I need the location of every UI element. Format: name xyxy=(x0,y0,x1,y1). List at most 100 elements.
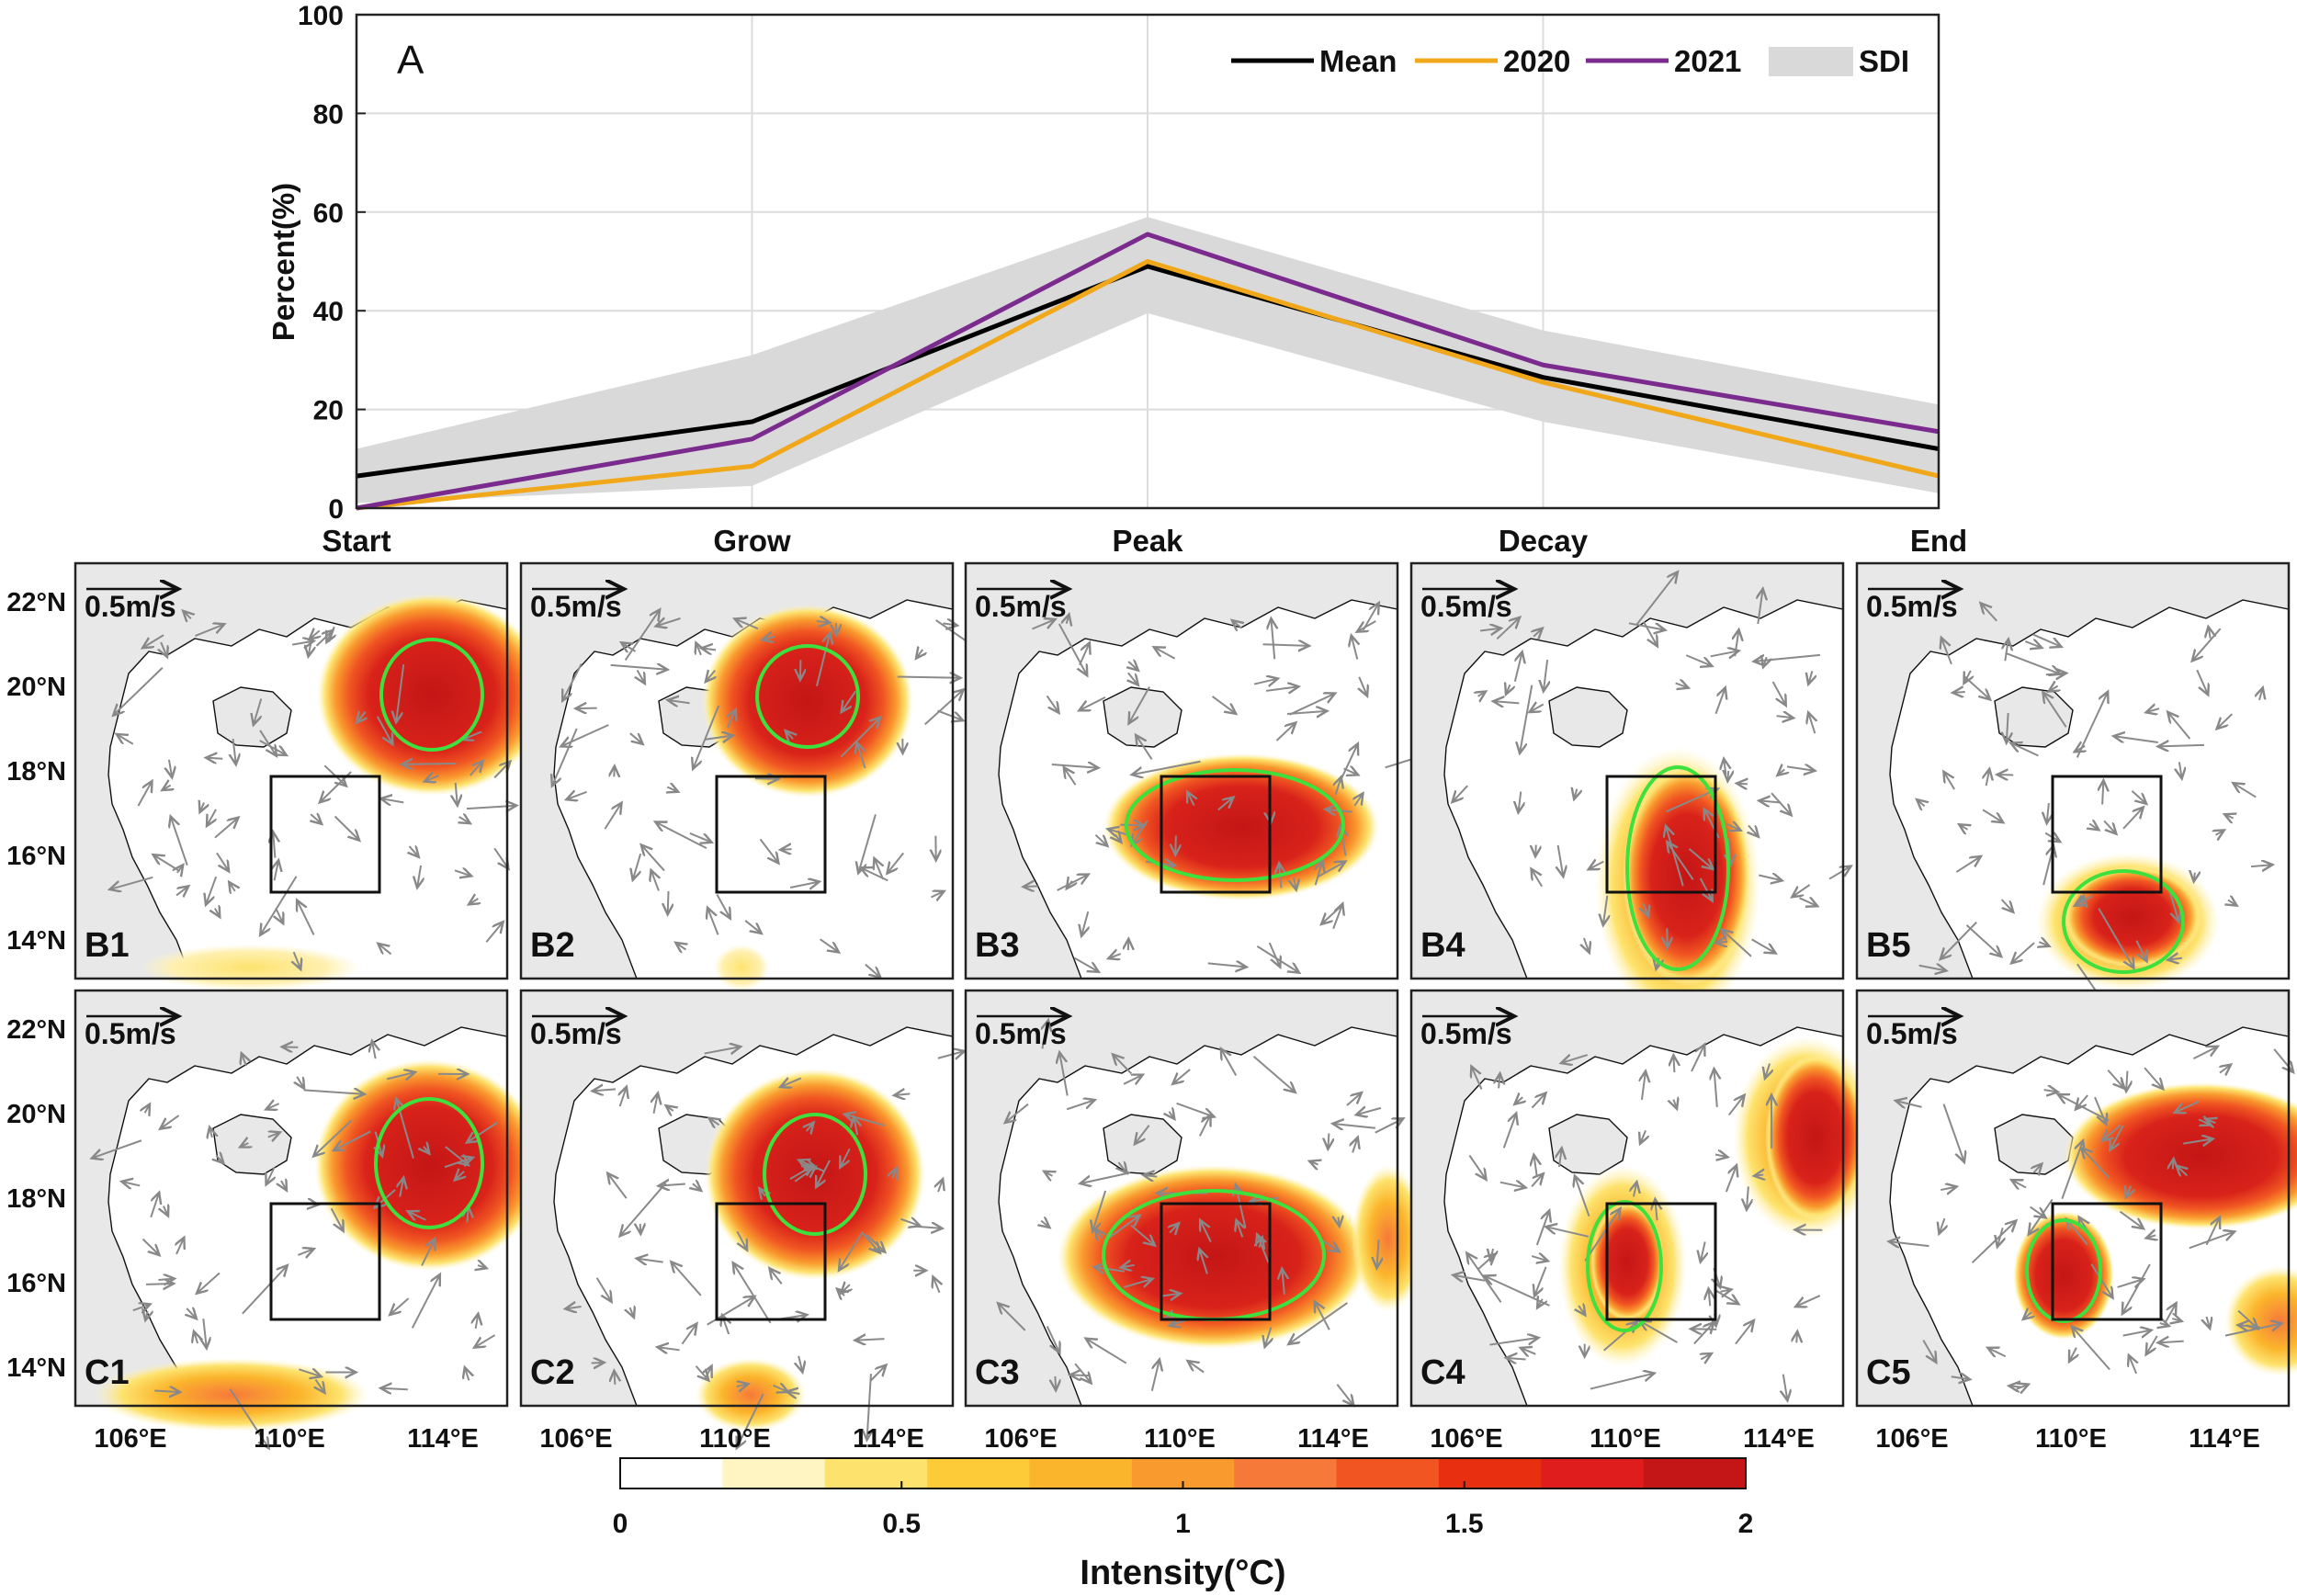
current-vector xyxy=(1943,772,1955,790)
current-vector xyxy=(1092,1190,1107,1231)
current-vector xyxy=(1561,1055,1589,1063)
scale-arrow-label: 0.5m/s xyxy=(1866,590,1958,623)
current-vector xyxy=(275,860,279,881)
current-vector xyxy=(1714,1069,1717,1107)
lon-tick-label: 110°E xyxy=(1144,1424,1216,1454)
current-vector xyxy=(1132,820,1148,845)
colorbar: 0 0.5 1 1.5 2 Intensity(°C) xyxy=(613,1457,1753,1592)
lat-tick-label: 22°N xyxy=(6,588,66,617)
current-vector xyxy=(780,1078,802,1087)
map-panel-c5: 0.5m/s C5 106°E 110°E 114°E xyxy=(1855,989,2297,1454)
series-line-2021 xyxy=(356,232,1940,511)
current-vector xyxy=(591,1363,605,1364)
current-vector xyxy=(1728,838,1730,865)
current-vector xyxy=(2189,1231,2235,1250)
current-vector xyxy=(593,1089,617,1091)
current-vector xyxy=(1987,1348,2007,1356)
lon-tick-label: 114°E xyxy=(1743,1424,1815,1454)
current-vector xyxy=(1981,603,1997,622)
intensity-patch xyxy=(705,1069,925,1280)
current-vector xyxy=(933,1276,939,1294)
current-vector xyxy=(1252,1056,1296,1092)
current-vector xyxy=(1318,862,1346,877)
current-vector xyxy=(299,1369,321,1376)
current-vector xyxy=(1952,692,1965,693)
current-vector xyxy=(1735,1320,1754,1345)
current-vector xyxy=(1667,842,1694,880)
study-area-box xyxy=(1160,775,1272,894)
intensity-patch xyxy=(94,1358,369,1432)
current-vector xyxy=(2011,942,2035,963)
current-vector xyxy=(356,712,366,723)
current-vector xyxy=(1260,1238,1262,1248)
current-vector xyxy=(137,781,152,807)
current-vector xyxy=(2122,1330,2152,1336)
current-vector xyxy=(2172,1319,2181,1321)
current-vector xyxy=(242,1265,288,1315)
current-vector xyxy=(207,809,216,826)
current-vector xyxy=(1357,620,1376,632)
current-vector xyxy=(1941,638,1952,665)
current-vector xyxy=(469,899,478,904)
current-vector xyxy=(2146,708,2160,712)
current-vector xyxy=(998,1303,1026,1331)
current-vector xyxy=(693,1183,701,1191)
legend-label-2020: 2020 xyxy=(1503,44,1570,78)
current-vector xyxy=(1453,1275,1486,1281)
current-vector xyxy=(214,818,239,839)
current-vector xyxy=(900,1219,920,1226)
current-vector xyxy=(1136,735,1153,760)
current-vector xyxy=(640,1224,641,1234)
category-label-end: End xyxy=(1910,524,1967,558)
current-vector xyxy=(1253,679,1278,685)
current-vector xyxy=(145,1311,148,1320)
current-vector xyxy=(1558,844,1564,877)
current-vector xyxy=(169,759,172,777)
current-vector xyxy=(2061,1140,2083,1200)
current-vector xyxy=(614,766,615,777)
current-vector xyxy=(1160,1294,1181,1296)
scale-arrow-label: 0.5m/s xyxy=(1866,1017,1958,1050)
current-vector xyxy=(2173,1159,2174,1170)
intensity-patch xyxy=(2064,1082,2297,1229)
current-vector xyxy=(197,1272,221,1293)
current-vector xyxy=(2103,820,2116,833)
current-vector xyxy=(2008,1386,2022,1387)
current-vector xyxy=(1170,1223,1179,1232)
current-vector xyxy=(1200,1220,1212,1243)
current-vector xyxy=(2122,1263,2151,1314)
current-vector xyxy=(2250,865,2272,866)
map-frame xyxy=(1855,989,2291,1408)
current-vector xyxy=(1375,1118,1404,1134)
current-vector xyxy=(2024,641,2042,648)
current-vector xyxy=(2089,823,2099,830)
study-area-box xyxy=(715,775,827,894)
lon-tick-label: 110°E xyxy=(1590,1424,1661,1454)
colorbar-tick-label: 0.5 xyxy=(882,1509,921,1539)
colorbar-tick-label: 1 xyxy=(1175,1509,1191,1539)
current-vector xyxy=(1722,929,1752,957)
current-vector xyxy=(150,1193,159,1218)
category-label-peak: Peak xyxy=(1112,524,1183,558)
current-vector xyxy=(215,909,220,918)
current-vector xyxy=(897,677,961,678)
current-vector xyxy=(693,705,720,769)
current-vector xyxy=(780,849,792,850)
current-vector xyxy=(706,671,715,683)
current-vector xyxy=(1963,670,1970,684)
current-vector xyxy=(1055,1375,1056,1390)
lon-tick-label: 106°E xyxy=(984,1424,1057,1454)
current-vector xyxy=(1319,1239,1340,1251)
current-vector xyxy=(659,1184,685,1186)
current-vector xyxy=(1188,1361,1205,1374)
lon-tick-label: 106°E xyxy=(539,1424,612,1454)
current-vector xyxy=(2023,1312,2031,1319)
current-vector xyxy=(1479,628,1501,631)
current-vector xyxy=(2049,685,2058,691)
current-vector xyxy=(92,1139,142,1158)
current-vector xyxy=(1531,1256,1548,1261)
current-vector xyxy=(1506,1358,1526,1360)
current-vector xyxy=(681,1323,696,1345)
current-vector xyxy=(744,920,762,934)
intensity-patch xyxy=(1590,1202,1664,1321)
